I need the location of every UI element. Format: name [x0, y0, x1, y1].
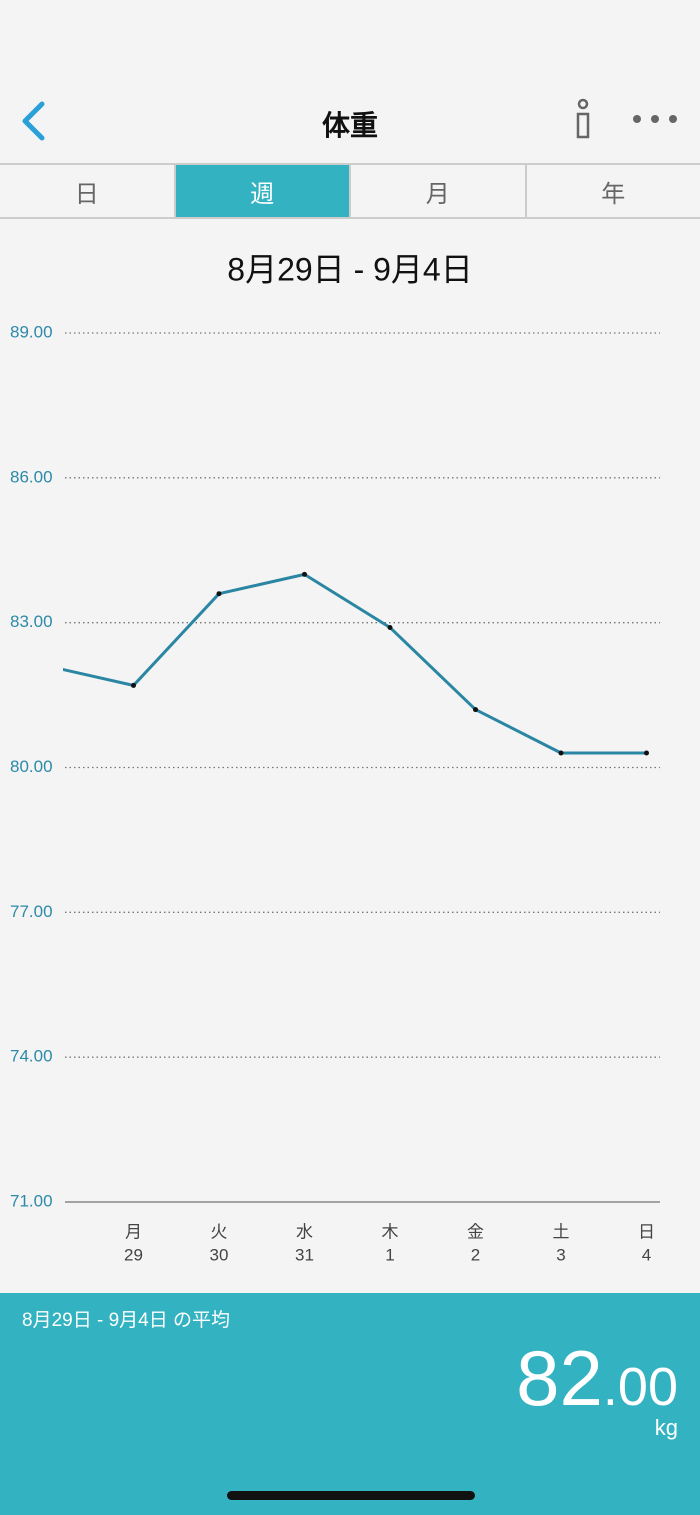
- weight-line: [63, 572, 647, 755]
- more-button[interactable]: [627, 109, 687, 129]
- y-tick-label: 89.00: [10, 322, 53, 341]
- x-tick-label: 月: [125, 1222, 142, 1241]
- x-tick-date: 3: [556, 1245, 565, 1264]
- y-tick-label: 77.00: [10, 902, 53, 921]
- x-tick-label: 木: [382, 1222, 399, 1241]
- x-tick-date: 1: [385, 1245, 394, 1264]
- data-point: [473, 707, 478, 713]
- chart: 8月29日 - 9月4日 71.00 74.00 77.00 80.00 83.00 86…: [10, 251, 660, 1264]
- y-tick-label: 80.00: [10, 757, 53, 776]
- data-point: [558, 750, 564, 756]
- tab[interactable]: 年: [524, 165, 700, 217]
- period-tabs: 日 週月年: [0, 163, 700, 219]
- unit: kg: [654, 1415, 678, 1440]
- data-point: [644, 750, 649, 756]
- x-tick-date: 31: [295, 1245, 314, 1264]
- x-tick-date: 4: [642, 1245, 651, 1264]
- summary-label: 8月29日 - 9月4日 の平均: [22, 1310, 230, 1331]
- info-button[interactable]: [569, 98, 599, 148]
- home-indicator: [227, 1491, 475, 1500]
- x-tick-label: 日: [638, 1222, 655, 1241]
- tab[interactable]: 日: [74, 180, 99, 208]
- y-tick-label: 74.00: [10, 1047, 53, 1066]
- x-tick-label: 水: [296, 1222, 313, 1241]
- y-tick-label: 86.00: [10, 467, 53, 486]
- y-tick-label: 83.00: [10, 612, 53, 631]
- data-point: [216, 591, 222, 597]
- date-range: 8月29日 - 9月4日: [227, 251, 472, 287]
- page-title: 体重: [321, 110, 378, 141]
- x-tick-date: 29: [124, 1245, 143, 1264]
- x-tick-label: 火: [211, 1222, 228, 1241]
- average-integer: 82: [516, 1334, 603, 1422]
- data-point: [302, 571, 307, 577]
- data-point: [387, 624, 393, 630]
- x-tick-date: 30: [210, 1245, 229, 1264]
- data-point: [131, 682, 136, 688]
- x-tick-label: 金: [467, 1222, 484, 1241]
- summary-panel: 8月29日 - 9月4日 の平均 82.00 kg: [0, 1293, 700, 1515]
- average-decimal: .00: [602, 1357, 678, 1417]
- y-tick-label: 71.00: [10, 1191, 53, 1210]
- data-point: [46, 664, 51, 669]
- x-tick-date: 2: [471, 1245, 480, 1264]
- back-button[interactable]: [12, 92, 72, 152]
- tab[interactable]: 月: [349, 165, 525, 217]
- x-tick-label: 土: [553, 1222, 570, 1241]
- tab[interactable]: 週: [173, 165, 349, 217]
- average-value: 82.00: [516, 1333, 678, 1424]
- plot-area: [46, 571, 649, 756]
